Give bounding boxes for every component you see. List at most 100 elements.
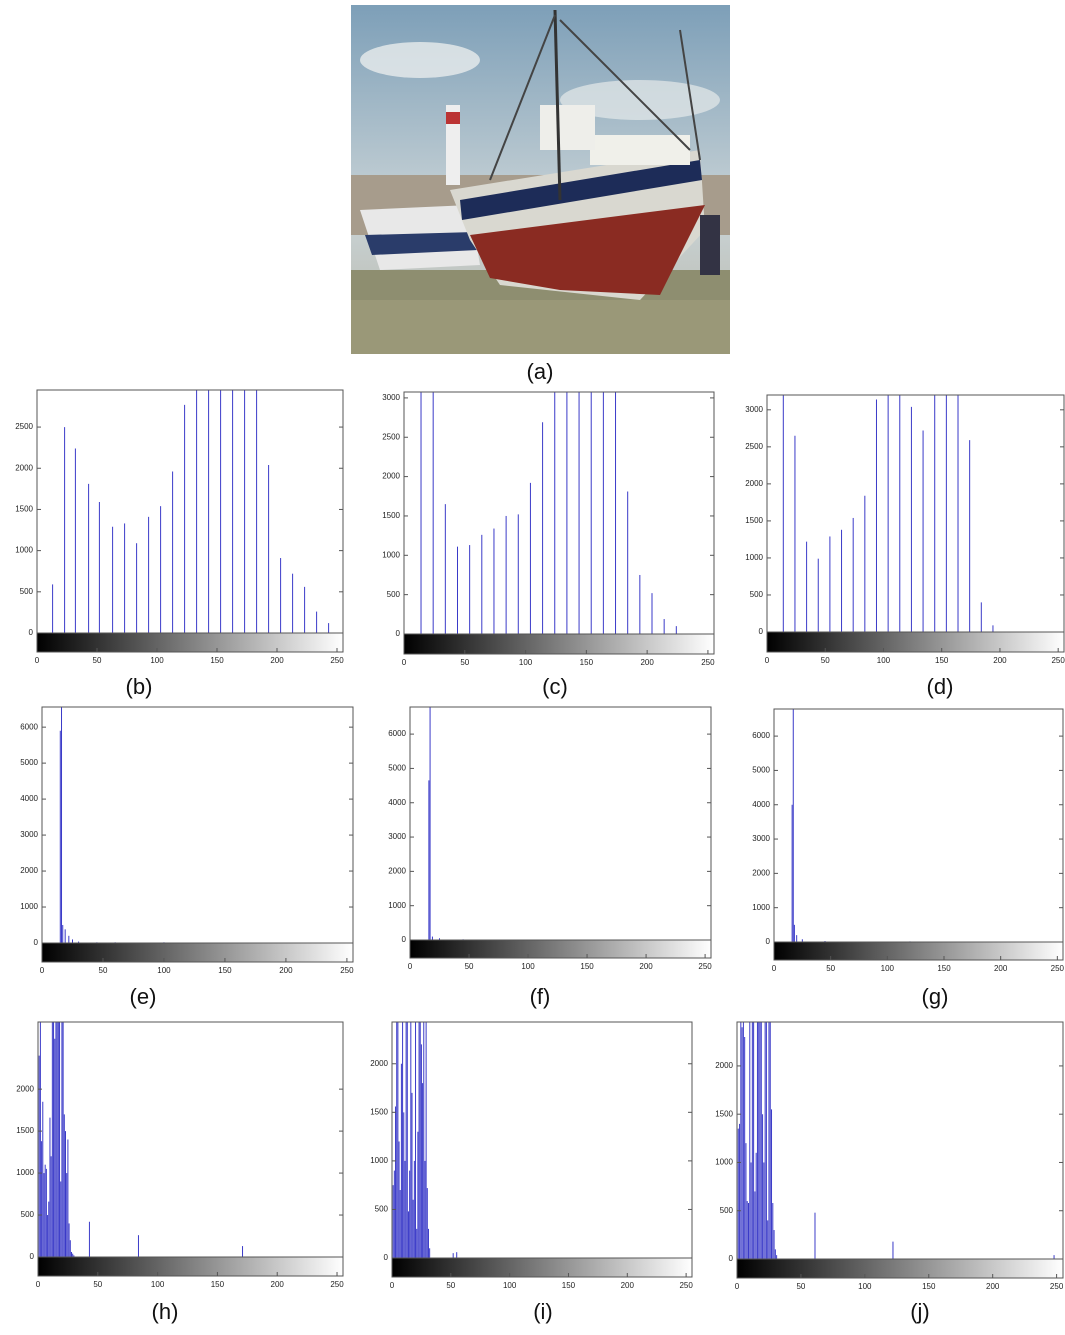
x-tick-label: 200 <box>279 966 293 975</box>
y-tick-label: 1000 <box>16 1168 34 1177</box>
histogram: 0 500 1000 1500 2000 0 50 100 150 200 250 (h) <box>16 1021 344 1324</box>
y-tick-label: 500 <box>750 590 764 599</box>
stems <box>737 1022 1055 1259</box>
frame <box>36 389 344 653</box>
x-tick-label: 50 <box>826 964 835 973</box>
frame <box>41 706 354 963</box>
y-tick-label: 2500 <box>745 442 763 451</box>
plot-area <box>774 709 1063 960</box>
x-tick-label: 50 <box>796 1282 805 1291</box>
histogram: 0 500 1000 1500 2000 0 50 100 150 200 250 (i) <box>370 1021 693 1324</box>
y-tick-label: 6000 <box>388 729 406 738</box>
x-tick-label: 50 <box>446 1281 455 1290</box>
caption: (b) <box>126 674 153 699</box>
histogram: 0 500 1000 1500 2000 2500 3000 0 50 100 150 200 250 (… <box>382 391 715 699</box>
stems <box>38 1022 244 1257</box>
y-tick-label: 0 <box>766 937 771 946</box>
y-tick-label: 500 <box>375 1205 389 1214</box>
x-tick-label: 100 <box>151 1280 165 1289</box>
x-tick-label: 200 <box>986 1282 1000 1291</box>
plot-area <box>737 1022 1063 1278</box>
x-tick-label: 50 <box>99 966 108 975</box>
image-caption: (a) <box>527 359 554 384</box>
y-tick-label: 1000 <box>388 901 406 910</box>
colorbar <box>42 943 353 962</box>
x-tick-label: 0 <box>40 966 45 975</box>
x-tick-label: 100 <box>157 966 171 975</box>
x-tick-label: 50 <box>93 1280 102 1289</box>
x-tick-label: 150 <box>211 1280 225 1289</box>
y-tick-label: 1000 <box>20 902 38 911</box>
stems <box>791 709 911 942</box>
frame <box>409 706 712 959</box>
plot-area <box>404 392 714 654</box>
stems <box>52 390 330 633</box>
y-tick-label: 2500 <box>382 432 400 441</box>
y-tick-label: 3000 <box>752 834 770 843</box>
photo <box>351 5 730 354</box>
y-tick-label: 0 <box>729 1254 734 1263</box>
y-tick-label: 3000 <box>388 832 406 841</box>
y-tick-label: 1500 <box>715 1109 733 1118</box>
colorbar <box>767 632 1064 652</box>
caption: (j) <box>910 1299 930 1324</box>
frame <box>391 1021 693 1278</box>
y-tick-label: 1000 <box>745 553 763 562</box>
plot-area <box>37 390 343 652</box>
histogram: 0 500 1000 1500 2000 0 50 100 150 200 250 (j) <box>715 1021 1064 1324</box>
colorbar <box>392 1258 692 1277</box>
y-tick-label: 0 <box>396 629 401 638</box>
y-tick-label: 500 <box>20 587 34 596</box>
y-tick-label: 3000 <box>20 830 38 839</box>
plot-area <box>767 395 1064 652</box>
caption: (d) <box>927 674 954 699</box>
x-tick-label: 200 <box>621 1281 635 1290</box>
y-tick-label: 500 <box>21 1210 35 1219</box>
frame <box>37 1021 344 1277</box>
y-tick-label: 0 <box>29 628 34 637</box>
y-tick-label: 1500 <box>16 1126 34 1135</box>
y-tick-label: 5000 <box>752 766 770 775</box>
x-tick-label: 0 <box>408 962 413 971</box>
y-tick-label: 1500 <box>382 511 400 520</box>
y-tick-label: 2000 <box>752 868 770 877</box>
x-tick-label: 150 <box>922 1282 936 1291</box>
x-tick-label: 100 <box>519 658 533 667</box>
x-tick-label: 200 <box>271 1280 285 1289</box>
x-tick-label: 200 <box>994 964 1008 973</box>
x-tick-label: 150 <box>218 966 232 975</box>
y-tick-label: 0 <box>759 627 764 636</box>
y-tick-label: 0 <box>402 935 407 944</box>
frame <box>773 708 1064 961</box>
x-tick-label: 150 <box>937 964 951 973</box>
x-tick-label: 50 <box>821 656 830 665</box>
frame <box>403 391 715 655</box>
x-tick-label: 250 <box>330 1280 344 1289</box>
y-tick-label: 0 <box>30 1252 35 1261</box>
plot-area <box>392 1022 692 1277</box>
x-tick-label: 150 <box>210 656 224 665</box>
x-tick-label: 250 <box>340 966 354 975</box>
x-tick-label: 200 <box>270 656 284 665</box>
caption: (i) <box>533 1299 553 1324</box>
y-tick-label: 3000 <box>745 405 763 414</box>
x-tick-label: 200 <box>639 962 653 971</box>
y-tick-label: 4000 <box>752 800 770 809</box>
x-tick-label: 50 <box>93 656 102 665</box>
colorbar <box>38 1257 343 1276</box>
x-tick-label: 0 <box>402 658 407 667</box>
x-tick-label: 250 <box>330 656 344 665</box>
x-tick-label: 100 <box>877 656 891 665</box>
y-tick-label: 2000 <box>388 866 406 875</box>
histogram: 0 500 1000 1500 2000 2500 0 50 100 150 200 250 (b) <box>15 389 344 699</box>
y-tick-label: 1500 <box>15 505 33 514</box>
y-tick-label: 500 <box>720 1206 734 1215</box>
histogram: 0 1000 2000 3000 4000 5000 6000 0 50 100 150 200 250… <box>20 706 354 1009</box>
plot-area <box>410 707 711 958</box>
caption: (h) <box>152 1299 179 1324</box>
y-tick-label: 2000 <box>745 479 763 488</box>
x-tick-label: 250 <box>1051 656 1065 665</box>
y-tick-label: 2000 <box>382 472 400 481</box>
y-tick-label: 6000 <box>20 722 38 731</box>
y-tick-label: 2000 <box>715 1061 733 1070</box>
